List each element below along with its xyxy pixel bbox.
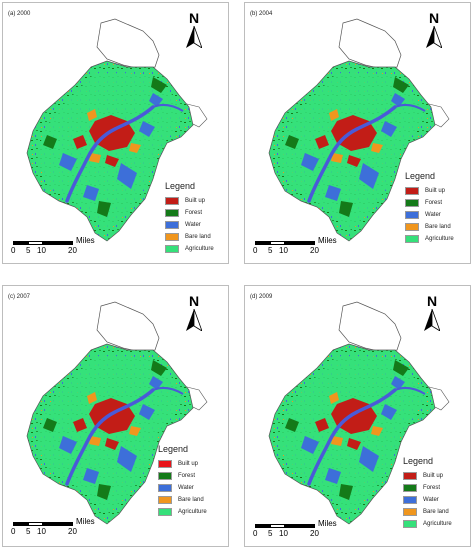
legend-item-built-up: Built up bbox=[403, 470, 452, 482]
north-label: N bbox=[188, 293, 200, 309]
legend-item-built-up: Built up bbox=[405, 185, 454, 197]
north-arrow-icon bbox=[424, 309, 440, 331]
panel-label: (d) 2009 bbox=[250, 294, 273, 300]
legend: Legend Built up Forest Water Bare land A… bbox=[403, 456, 452, 530]
legend-item-forest: Forest bbox=[403, 482, 452, 494]
north-arrow-icon bbox=[186, 309, 202, 331]
scale-units: Miles bbox=[76, 517, 95, 526]
legend-title: Legend bbox=[165, 181, 196, 191]
legend-item-forest: Forest bbox=[405, 197, 454, 209]
north-label: N bbox=[426, 293, 438, 309]
legend-item-water: Water bbox=[403, 494, 452, 506]
legend-item-forest: Forest bbox=[165, 207, 214, 219]
legend-item-bare-land: Bare land bbox=[403, 506, 452, 518]
north-label: N bbox=[188, 10, 200, 26]
legend: Legend Built up Forest Water Bare land A… bbox=[158, 444, 207, 518]
legend-item-water: Water bbox=[405, 209, 454, 221]
legend-item-bare-land: Bare land bbox=[165, 231, 214, 243]
map-panel-2009: (d) 2009 N Legend Built up Forest Water … bbox=[244, 285, 471, 547]
legend-title: Legend bbox=[158, 444, 189, 454]
legend-item-bare-land: Bare land bbox=[405, 221, 454, 233]
legend-item-agriculture: Agriculture bbox=[403, 518, 452, 530]
scale-units: Miles bbox=[318, 519, 337, 528]
legend-title: Legend bbox=[405, 171, 436, 181]
legend: Legend Built up Forest Water Bare land A… bbox=[165, 181, 214, 255]
legend-title: Legend bbox=[403, 456, 434, 466]
north-label: N bbox=[428, 10, 440, 26]
panel-label: (c) 2007 bbox=[8, 294, 31, 300]
map-panel-2000: (a) 2000 N Legend Built up Forest Water … bbox=[2, 2, 229, 264]
north-arrow: N bbox=[183, 294, 205, 331]
legend-item-bare-land: Bare land bbox=[158, 494, 207, 506]
legend: Legend Built up Forest Water Bare land A… bbox=[405, 171, 454, 245]
north-arrow-icon bbox=[426, 26, 442, 48]
north-arrow: N bbox=[421, 294, 443, 331]
legend-item-built-up: Built up bbox=[158, 458, 207, 470]
legend-item-agriculture: Agriculture bbox=[158, 506, 207, 518]
legend-item-built-up: Built up bbox=[165, 195, 214, 207]
scale-bar: 0 5 10 20 Miles bbox=[11, 236, 95, 255]
legend-item-water: Water bbox=[158, 482, 207, 494]
north-arrow-icon bbox=[186, 26, 202, 48]
scale-units: Miles bbox=[318, 236, 337, 245]
panel-label: (b) 2004 bbox=[250, 11, 273, 17]
north-arrow: N bbox=[183, 11, 205, 48]
legend-item-forest: Forest bbox=[158, 470, 207, 482]
scale-bar: 0 5 10 20 Miles bbox=[253, 519, 337, 538]
map-panel-2004: (b) 2004 N Legend Built up Forest Water … bbox=[244, 2, 471, 264]
legend-item-agriculture: Agriculture bbox=[165, 243, 214, 255]
scale-bar: 0 5 10 20 Miles bbox=[253, 236, 337, 255]
north-arrow: N bbox=[423, 11, 445, 48]
map-panel-2007: (c) 2007 N Legend Built up Forest Water … bbox=[2, 285, 229, 547]
legend-item-water: Water bbox=[165, 219, 214, 231]
scale-bar: 0 5 10 20 Miles bbox=[11, 517, 95, 536]
legend-item-agriculture: Agriculture bbox=[405, 233, 454, 245]
panel-label: (a) 2000 bbox=[8, 11, 31, 17]
scale-units: Miles bbox=[76, 236, 95, 245]
